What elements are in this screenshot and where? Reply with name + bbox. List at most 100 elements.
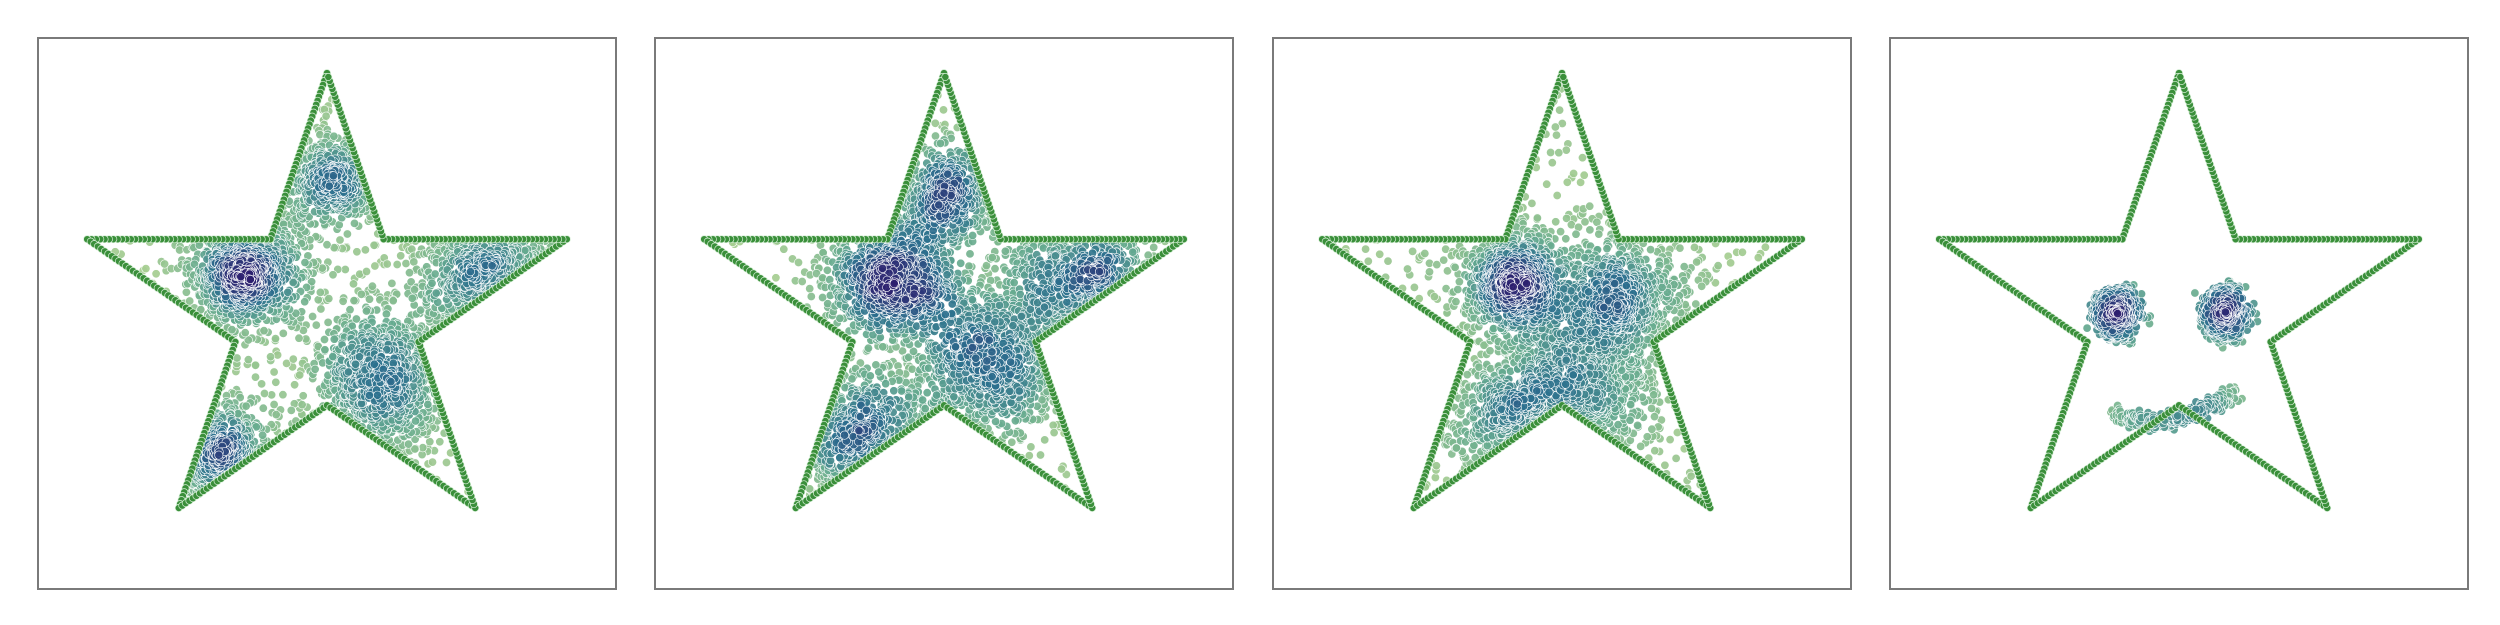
scatter-point <box>258 430 268 440</box>
scatter-point <box>269 399 279 409</box>
scatter-point <box>283 287 293 297</box>
scatter-point <box>282 358 292 368</box>
scatter-point <box>968 231 978 241</box>
scatter-point <box>1040 435 1050 445</box>
scatter-point <box>465 267 475 277</box>
scatter-point <box>369 359 379 369</box>
scatter-point <box>401 259 411 269</box>
scatter-point <box>236 272 246 282</box>
scatter-point <box>214 450 224 460</box>
scatter-point <box>403 439 413 449</box>
scatter-point <box>1007 437 1017 447</box>
scatter-point <box>392 260 402 270</box>
scatter-point <box>387 278 397 288</box>
scatter-point <box>1026 442 1036 452</box>
scatter-point <box>1128 247 1138 257</box>
scatter-point <box>328 352 338 362</box>
scatter-point <box>935 138 945 148</box>
scatter-point <box>949 392 959 402</box>
scatter-point <box>290 380 300 390</box>
scatter-point <box>364 390 374 400</box>
scatter-point <box>329 334 339 344</box>
scatter-point <box>351 314 361 324</box>
scatter-point <box>987 253 997 263</box>
scatter-point <box>361 267 371 277</box>
scatter-point <box>227 325 237 335</box>
scatter-point <box>295 370 305 380</box>
scatter-point <box>278 328 288 338</box>
scatter-point <box>1035 450 1045 460</box>
panel-2 <box>654 37 1234 590</box>
scatter-point <box>889 386 899 396</box>
scatter-point <box>310 364 320 374</box>
scatter-point <box>416 305 426 315</box>
scatter-point <box>258 403 268 413</box>
scatter-point <box>437 303 447 313</box>
scatter-point <box>151 269 161 279</box>
scatter-point <box>1010 416 1020 426</box>
scatter-point <box>329 131 339 141</box>
scatter-point <box>410 444 420 454</box>
scatter-point <box>427 457 437 467</box>
scatter-point <box>396 251 406 261</box>
scatter-point <box>965 249 975 259</box>
scatter-point <box>364 294 374 304</box>
scatter-point <box>311 320 321 330</box>
scatter-point <box>435 437 445 447</box>
scatter-point <box>308 311 318 321</box>
scatter-point <box>369 240 379 250</box>
scatter-point <box>278 390 288 400</box>
scatter-point <box>259 326 269 336</box>
scatter-point <box>294 333 304 343</box>
scatter-points <box>110 94 567 503</box>
scatter-point <box>335 235 345 245</box>
scatter-point <box>406 277 416 287</box>
scatter-point <box>345 305 355 315</box>
scatter-point <box>271 377 281 387</box>
scatter-point <box>381 309 391 319</box>
scatter-point <box>271 334 281 344</box>
scatter-point <box>990 264 1000 274</box>
scatter-point <box>322 240 332 250</box>
scatter-point <box>260 388 270 398</box>
scatter-point <box>863 343 873 353</box>
scatter-point <box>324 294 334 304</box>
scatter-point <box>822 265 832 275</box>
scatter-point <box>805 284 815 294</box>
scatter-point <box>338 296 348 306</box>
scatter-point <box>1000 246 1010 256</box>
scatter-point <box>367 281 377 291</box>
scatter-point <box>487 261 497 271</box>
scatter-point <box>1049 428 1059 438</box>
scatter-plot-2 <box>654 37 1234 590</box>
scatter-point <box>407 293 417 303</box>
scatter-point <box>924 363 934 373</box>
scatter-point <box>243 355 253 365</box>
scatter-point <box>349 296 359 306</box>
scatter-point <box>918 395 928 405</box>
scatter-point <box>930 118 940 128</box>
scatter-point <box>315 287 325 297</box>
scatter-point <box>328 171 338 181</box>
scatter-point <box>271 410 281 420</box>
scatter-point <box>1057 464 1067 474</box>
scatter-point <box>423 399 433 409</box>
scatter-point <box>794 258 804 268</box>
scatter-point <box>430 269 440 279</box>
scatter-point <box>160 259 170 269</box>
scatter-point <box>797 277 807 287</box>
scatter-point <box>297 400 307 410</box>
scatter-point <box>313 295 323 305</box>
scatter-point <box>320 345 330 355</box>
scatter-point <box>321 111 331 121</box>
scatter-point <box>382 259 392 269</box>
scatter-point <box>427 278 437 288</box>
scatter-point <box>404 268 414 278</box>
scatter-point <box>354 352 364 362</box>
scatter-point <box>372 390 382 400</box>
scatter-point <box>286 405 296 415</box>
scatter-point <box>245 275 255 285</box>
scatter-point <box>441 457 451 467</box>
scatter-point <box>1149 242 1159 252</box>
